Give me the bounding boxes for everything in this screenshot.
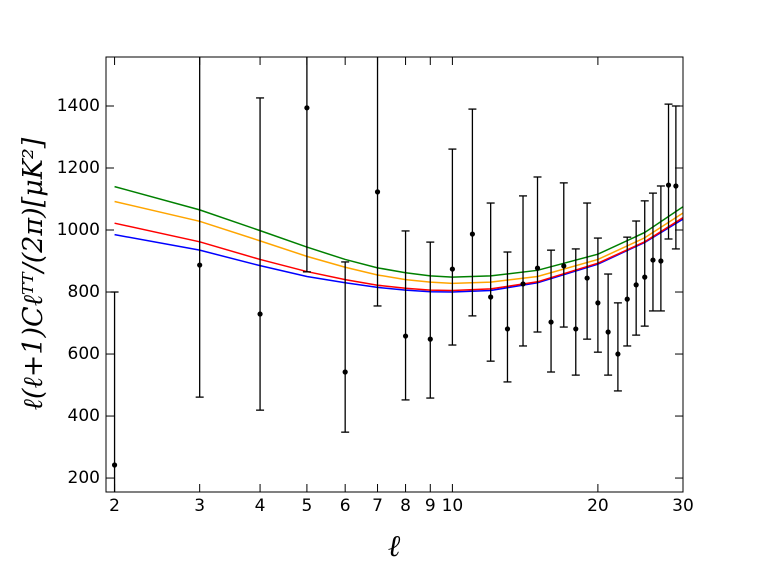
error-bar <box>623 236 632 347</box>
plot-frame <box>105 56 684 493</box>
x-axis-label: ℓ <box>388 529 401 564</box>
data-point <box>561 263 567 269</box>
data-point <box>642 274 648 280</box>
error-bar <box>648 192 657 312</box>
data-point <box>197 262 203 268</box>
data-point <box>374 189 381 195</box>
data-point <box>488 294 494 300</box>
x-tick-label: 2 <box>109 496 120 516</box>
x-tick-label: 3 <box>194 496 205 516</box>
error-bar <box>256 97 265 411</box>
y-tick-label: 1200 <box>57 158 100 178</box>
axes: 2 3 4 5 6 7 8 9 10 20 30 200 400 600 800 1000 1200 1400 <box>57 57 694 516</box>
data-point <box>605 329 611 335</box>
x-tick-label: 6 <box>340 496 351 516</box>
error-bar <box>583 202 592 340</box>
y-axis-label: ℓ(ℓ+1)Cℓᵀᵀ/(2π)[μK²] <box>18 137 49 410</box>
data-point <box>111 462 118 468</box>
error-bar <box>401 230 410 401</box>
x-tick-label: 20 <box>587 496 609 516</box>
data-point <box>673 183 679 189</box>
data-point <box>342 369 348 375</box>
data-point <box>469 231 476 237</box>
data-point <box>595 300 601 306</box>
data-point <box>402 333 409 339</box>
data-point <box>520 281 526 287</box>
error-bar <box>533 176 542 333</box>
error-bar <box>519 195 528 347</box>
error-bar <box>593 237 602 353</box>
x-tick-label: 10 <box>442 496 464 516</box>
error-bar <box>571 248 580 376</box>
error-bar <box>656 185 665 312</box>
y-tick-label: 400 <box>68 406 100 426</box>
y-tick-label: 600 <box>68 344 100 364</box>
error-bar <box>195 57 204 398</box>
x-tick-label: 8 <box>400 496 411 516</box>
y-tick-label: 1400 <box>57 96 100 116</box>
data-point <box>633 282 639 288</box>
error-bar <box>468 108 477 317</box>
x-tick-label: 5 <box>301 496 312 516</box>
error-bar <box>302 57 311 273</box>
data-point <box>427 336 433 342</box>
error-bar <box>604 273 613 376</box>
data-point <box>449 266 455 272</box>
model-line <box>114 216 683 292</box>
data-point <box>257 311 263 317</box>
data-point <box>504 326 511 332</box>
data-point <box>573 326 579 332</box>
x-tick-label: 4 <box>255 496 266 516</box>
x-tick-label: 30 <box>672 496 694 516</box>
plot-area <box>106 57 683 492</box>
y-tick-label: 1000 <box>57 220 100 240</box>
error-bar <box>664 103 673 240</box>
data-point <box>304 105 310 111</box>
error-bar <box>426 241 435 399</box>
data-point <box>650 257 656 263</box>
error-bar <box>341 261 350 433</box>
model-line <box>114 185 683 278</box>
data-point <box>624 296 630 302</box>
error-bar <box>448 148 457 346</box>
error-bar <box>613 302 622 392</box>
data-point <box>615 351 621 357</box>
data-point <box>584 275 590 281</box>
x-tick-label: 9 <box>425 496 436 516</box>
error-bar <box>559 182 568 328</box>
error-bar <box>632 220 641 336</box>
model-line <box>114 218 683 293</box>
data-point <box>534 265 541 271</box>
error-bar <box>640 200 649 327</box>
y-tick-label: 800 <box>68 282 100 302</box>
error-bar <box>547 249 556 373</box>
data-point <box>665 182 672 188</box>
error-bar <box>486 202 495 362</box>
x-tick-label: 7 <box>372 496 383 516</box>
data-point <box>548 319 554 325</box>
error-bar <box>503 251 512 383</box>
y-tick-label: 200 <box>68 468 100 488</box>
model-line <box>114 200 683 285</box>
data-point <box>658 258 664 264</box>
